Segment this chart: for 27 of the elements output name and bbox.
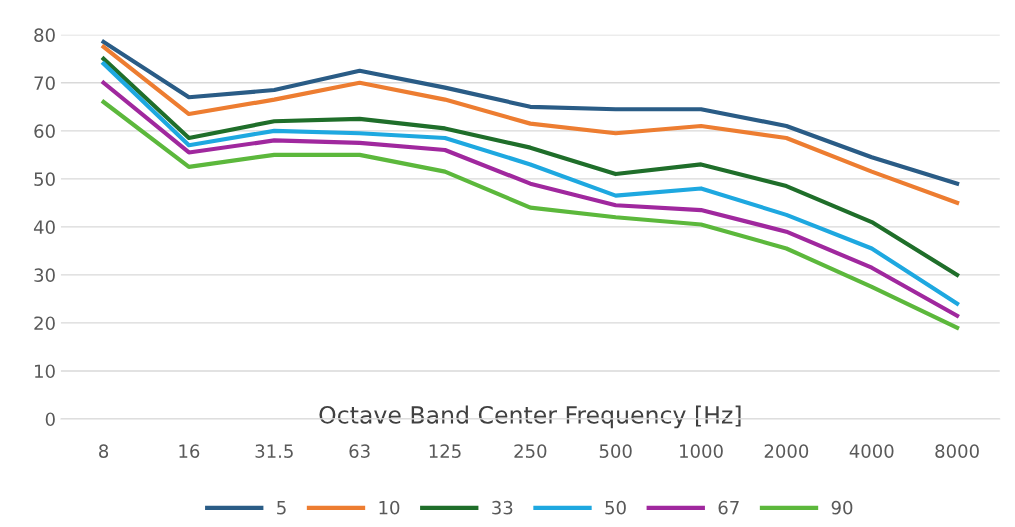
x-axis-title: Octave Band Center Frequency [Hz] xyxy=(319,405,741,429)
x-tick-label: 63 xyxy=(349,444,370,458)
legend-label: 67 xyxy=(718,500,739,515)
legend-label: 5 xyxy=(277,501,286,515)
legend-label: 50 xyxy=(605,500,626,515)
x-tick-label: 8 xyxy=(99,444,109,458)
x-tick-label: 8000 xyxy=(935,444,979,458)
legend-label: 90 xyxy=(831,500,853,515)
x-tick-label: 500 xyxy=(599,444,632,458)
y-tick-label: 40 xyxy=(33,220,55,234)
y-tick-label: 10 xyxy=(35,364,55,379)
x-tick-label: 250 xyxy=(514,444,547,458)
y-tick-label: 20 xyxy=(34,316,55,331)
y-tick-label: 80 xyxy=(34,28,55,42)
y-tick-label: 60 xyxy=(34,124,55,138)
x-tick-label: 4000 xyxy=(849,444,894,458)
y-tick-label: 70 xyxy=(34,76,55,90)
y-tick-label: 30 xyxy=(34,268,55,283)
legend-label: 10 xyxy=(379,500,400,515)
x-tick-label: 31.5 xyxy=(255,444,293,458)
x-tick-label: 1000 xyxy=(680,444,723,458)
x-tick-label: 16 xyxy=(179,444,200,458)
legend-label: 33 xyxy=(492,500,513,515)
x-tick-label: 2000 xyxy=(764,444,809,458)
y-tick-label: 0 xyxy=(45,412,55,427)
x-tick-label: 125 xyxy=(429,444,461,458)
y-tick-label: 50 xyxy=(34,172,55,186)
